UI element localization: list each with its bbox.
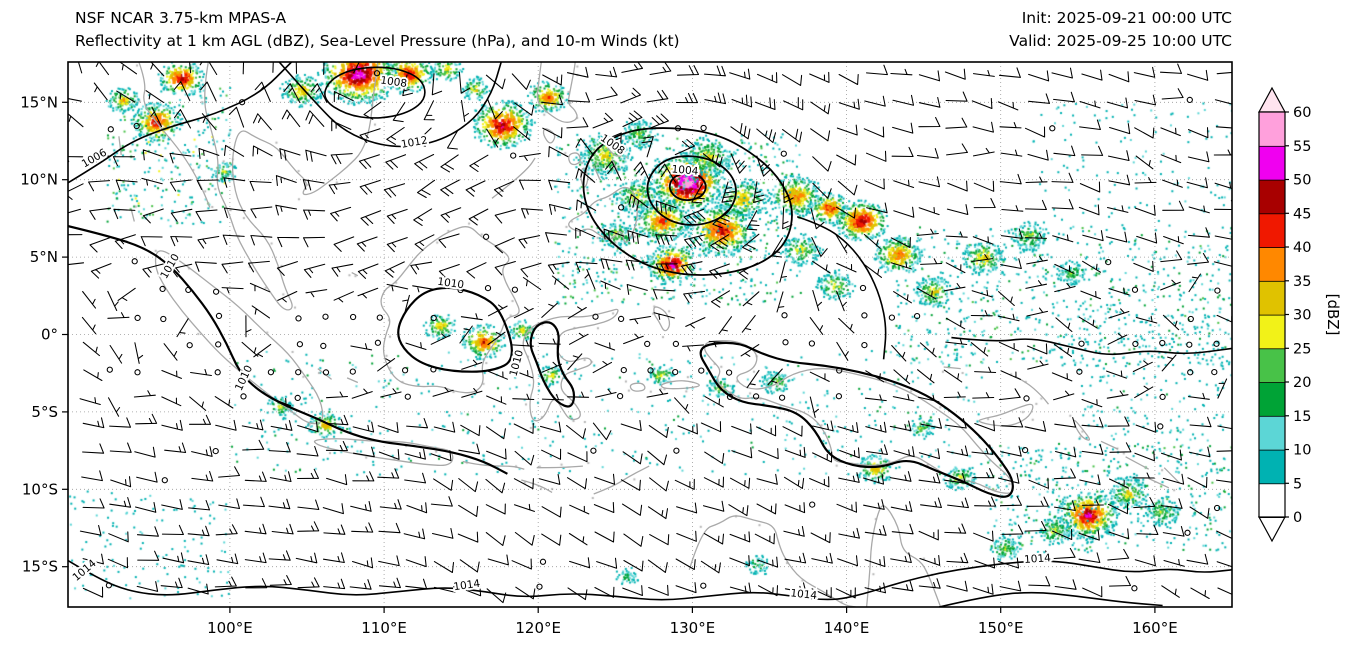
init-time: Init: 2025-09-21 00:00 UTC bbox=[1021, 9, 1232, 27]
slp-contour-label: 1014 bbox=[1024, 552, 1052, 566]
colorbar-tick-label: 50 bbox=[1293, 173, 1311, 189]
x-axis: 100°E 110°E 120°E 130°E 140°E 150°E 160°E bbox=[207, 607, 1178, 637]
title-block: NSF NCAR 3.75-km MPAS-A Reflectivity at … bbox=[75, 7, 680, 53]
slp-contour-1006-line bbox=[68, 62, 293, 184]
calm-wind-circles bbox=[105, 70, 1221, 592]
slp-contour-label: 1004 bbox=[671, 163, 699, 177]
slp-contour-tc-outer bbox=[582, 127, 793, 276]
y-axis: 15°N 10°N 5°N 0° 5°S 10°S 15°S bbox=[20, 93, 68, 576]
x-tick-label: 110°E bbox=[361, 619, 407, 637]
colorbar-under-arrow bbox=[1257, 516, 1287, 543]
graticule bbox=[68, 62, 1232, 607]
slp-contour-label: 1014 bbox=[453, 578, 481, 594]
slp-contour-sulawesi-loop bbox=[529, 321, 576, 408]
slp-contour-trough-line bbox=[796, 216, 887, 360]
slp-contour-1010-east bbox=[951, 336, 1232, 356]
field-subtitle: Reflectivity at 1 km AGL (dBZ), Sea-Leve… bbox=[75, 32, 680, 50]
colorbar-tick-label: 45 bbox=[1293, 206, 1311, 222]
slp-contour-label: 1010 bbox=[437, 276, 465, 292]
colorbar-tick-label: 15 bbox=[1293, 409, 1311, 425]
colorbar-tick-label: 35 bbox=[1293, 274, 1311, 290]
slp-contour-label: 1012 bbox=[400, 134, 428, 150]
colorbar-tick-label: 60 bbox=[1293, 105, 1311, 121]
colorbar-tick-label: 0 bbox=[1293, 510, 1302, 526]
colorbar-tick-label: 55 bbox=[1293, 139, 1311, 155]
y-tick-label: 0° bbox=[41, 326, 58, 344]
x-tick-label: 100°E bbox=[207, 619, 253, 637]
slp-contour-1012-south-east bbox=[938, 591, 1163, 607]
wind-barb-layer bbox=[68, 62, 1232, 604]
slp-contour-tc-mid bbox=[646, 155, 737, 226]
colorbar-tick-label: 5 bbox=[1293, 476, 1302, 492]
y-tick-label: 10°N bbox=[20, 171, 58, 189]
y-tick-label: 5°N bbox=[30, 248, 58, 266]
slp-contour-1010-new-guinea bbox=[699, 341, 1014, 498]
colorbar-tick-label: 20 bbox=[1293, 375, 1311, 391]
colorbar: 0 5 10 15 20 25 30 35 40 45 50 55 60 [dBZ] bbox=[1257, 86, 1342, 543]
slp-contour-1010-sumatra bbox=[68, 225, 508, 475]
x-tick-label: 150°E bbox=[978, 619, 1024, 637]
pressure-contour-layer bbox=[68, 62, 1232, 607]
slp-contour-label: 1010 bbox=[508, 349, 527, 378]
colorbar-tick-label: 40 bbox=[1293, 240, 1311, 256]
contour-label-layer: 1006100810121010101010101010100810041014… bbox=[68, 72, 1053, 604]
slp-contour-label: 1008 bbox=[380, 74, 408, 90]
colorbar-tick-label: 10 bbox=[1293, 443, 1311, 459]
y-tick-label: 15°S bbox=[22, 558, 58, 576]
slp-contour-1012-arc bbox=[278, 62, 502, 148]
x-tick-label: 130°E bbox=[670, 619, 716, 637]
valid-time: Valid: 2025-09-25 10:00 UTC bbox=[1009, 32, 1232, 50]
x-tick-label: 120°E bbox=[515, 619, 561, 637]
slp-contour-label: 1014 bbox=[790, 587, 818, 602]
colorbar-unit-label: [dBZ] bbox=[1324, 294, 1342, 336]
colorbar-tick-label: 25 bbox=[1293, 341, 1311, 357]
y-tick-label: 15°N bbox=[20, 93, 58, 111]
y-tick-label: 5°S bbox=[31, 403, 58, 421]
slp-contour-label: 1010 bbox=[158, 252, 182, 281]
plot-border bbox=[67, 61, 1233, 608]
slp-contour-1010-borneo bbox=[397, 286, 513, 373]
y-tick-label: 10°S bbox=[22, 480, 58, 498]
coastline-layer bbox=[118, 62, 1181, 607]
slp-contour-1014-south bbox=[68, 559, 1232, 601]
time-block: Init: 2025-09-21 00:00 UTC Valid: 2025-0… bbox=[1009, 7, 1232, 53]
x-tick-label: 160°E bbox=[1132, 619, 1178, 637]
colorbar-over-arrow bbox=[1257, 86, 1287, 113]
slp-contour-tc-inner bbox=[668, 172, 707, 201]
model-title: NSF NCAR 3.75-km MPAS-A bbox=[75, 9, 287, 27]
colorbar-tick-label: 30 bbox=[1293, 308, 1311, 324]
x-tick-label: 140°E bbox=[824, 619, 870, 637]
